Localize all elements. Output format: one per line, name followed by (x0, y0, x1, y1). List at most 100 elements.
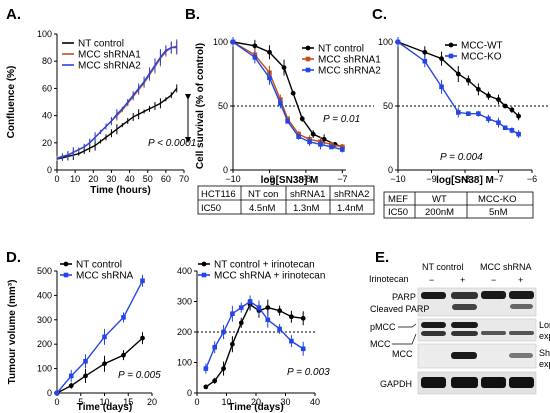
data-point (465, 78, 471, 83)
western-blot: NT control MCC shRNA Irinotecan − + − + … (369, 262, 550, 395)
x-tick-label: 10 (99, 397, 109, 407)
x-tick-label: −9 (264, 174, 274, 184)
data-point (68, 373, 74, 379)
table-b-header-0: HCT116 (201, 189, 236, 200)
blot-exposure-long-1: Long (539, 320, 550, 330)
legend-marker (305, 67, 311, 73)
data-point (285, 116, 290, 122)
data-point (300, 315, 306, 321)
data-point (221, 329, 226, 335)
legend-marker (305, 45, 311, 51)
axes: −10 −9 −8 −7 0 50 100 log[SN38] M Cell survival … (195, 37, 374, 186)
x-tick-label: 20 (251, 397, 261, 407)
data-point (476, 86, 481, 92)
series-mcc-shrna (54, 274, 145, 396)
blot-irinotecan-label: Irinotecan (369, 274, 409, 284)
x-tick-label: 0 (54, 397, 59, 407)
parp-band (509, 291, 534, 299)
data-point (439, 84, 444, 90)
x-tick-label: −9 (426, 174, 436, 184)
data-point (456, 110, 461, 115)
legend-marker (448, 53, 454, 59)
y-tick-label: 0 (388, 165, 393, 175)
panel-a-pvalue: P < 0.0001 (148, 138, 196, 149)
series-line (232, 41, 343, 151)
data-point (277, 326, 282, 332)
y-tick-label: 500 (37, 266, 52, 276)
data-point (221, 366, 226, 371)
series-nt-control (56, 84, 178, 162)
legend-marker (448, 42, 454, 48)
x-tick-label: 20 (88, 174, 98, 184)
y-tick-label: 100 (213, 37, 228, 47)
legend-label: NT control (76, 260, 122, 271)
blot-label-pmcc: pMCC (370, 322, 396, 332)
data-point (140, 335, 145, 341)
data-point (318, 142, 323, 147)
pmcc-pointer (398, 323, 417, 328)
chart-a: 0 10 20 30 40 50 60 70 0 20 40 60 80 100 Time (hours) C… (6, 29, 189, 196)
data-point (203, 366, 209, 371)
y-tick-label: 100 (37, 364, 52, 374)
data-point (68, 383, 74, 389)
mcc-band (451, 352, 477, 359)
data-point (516, 113, 521, 119)
data-point (212, 378, 218, 384)
series-line (56, 337, 143, 394)
x-tick-label: 10 (221, 397, 231, 407)
blot-label-parp: PARP (392, 292, 416, 302)
data-point (290, 90, 296, 96)
cleaved-parp-band (452, 304, 477, 310)
data-point (496, 120, 501, 125)
x-tick-label: 0 (54, 174, 59, 184)
blot-exposure-short-1: Short (539, 348, 550, 358)
y-axis-label: Confluence (%) (6, 66, 17, 139)
blot-exposure-short-2: exposure (539, 359, 550, 369)
table-b-row-0: IC50 (201, 203, 221, 214)
series-mcc-shrna2 (56, 40, 178, 162)
mcc-band (421, 331, 446, 336)
data-point (203, 384, 209, 390)
y-tick-label: 0 (187, 388, 192, 398)
data-point (278, 101, 283, 106)
panel-c-label: C. (372, 6, 387, 23)
data-point (455, 71, 461, 77)
panel-c-pvalue: P = 0.004 (440, 152, 483, 163)
series-line (232, 41, 343, 148)
data-point (54, 390, 60, 396)
y-axis-label: Tumour volume (mm³) (7, 280, 18, 385)
data-point (289, 338, 294, 344)
data-point (340, 147, 345, 152)
data-point (502, 125, 508, 131)
data-point (321, 136, 327, 142)
x-tick-label: 40 (125, 174, 135, 184)
mcc-band (509, 331, 534, 335)
y-tick-label: 50 (218, 101, 228, 111)
legend-marker (201, 261, 207, 267)
x-tick-label: −7 (493, 174, 503, 184)
x-tick-label: 15 (123, 397, 133, 407)
data-point (230, 311, 235, 316)
parp-band (421, 292, 446, 299)
data-point (247, 299, 253, 304)
table-c-header-0: MEF (388, 194, 408, 205)
data-point (267, 49, 272, 55)
axes: 0 10 20 30 40 50 60 70 0 20 40 60 80 100 Time (hours) C… (6, 29, 189, 196)
data-point (307, 139, 312, 145)
panel-b-pvalue: P = 0.01 (323, 114, 360, 125)
y-tick-label: 0 (47, 388, 52, 398)
table-b-row-2: 1.3nM (293, 203, 319, 214)
blot-mcc-long-box (417, 318, 537, 342)
table-b-header-2: shRNA1 (290, 189, 325, 200)
legend-label: MCC shRNA1 (78, 50, 141, 61)
blot-sign-2: + (460, 275, 465, 285)
x-tick-label: 0 (194, 397, 199, 407)
y-tick-label: 0 (47, 165, 52, 175)
table-b-row-3: 1.4nM (337, 203, 363, 214)
panel-b-ic50-table: HCT116 NT con shRNA1 shRNA2 IC50 4.5nM 1… (197, 185, 375, 215)
blot-group-mcc-shrna: MCC shRNA (480, 262, 532, 272)
x-tick-label: 40 (310, 397, 320, 407)
